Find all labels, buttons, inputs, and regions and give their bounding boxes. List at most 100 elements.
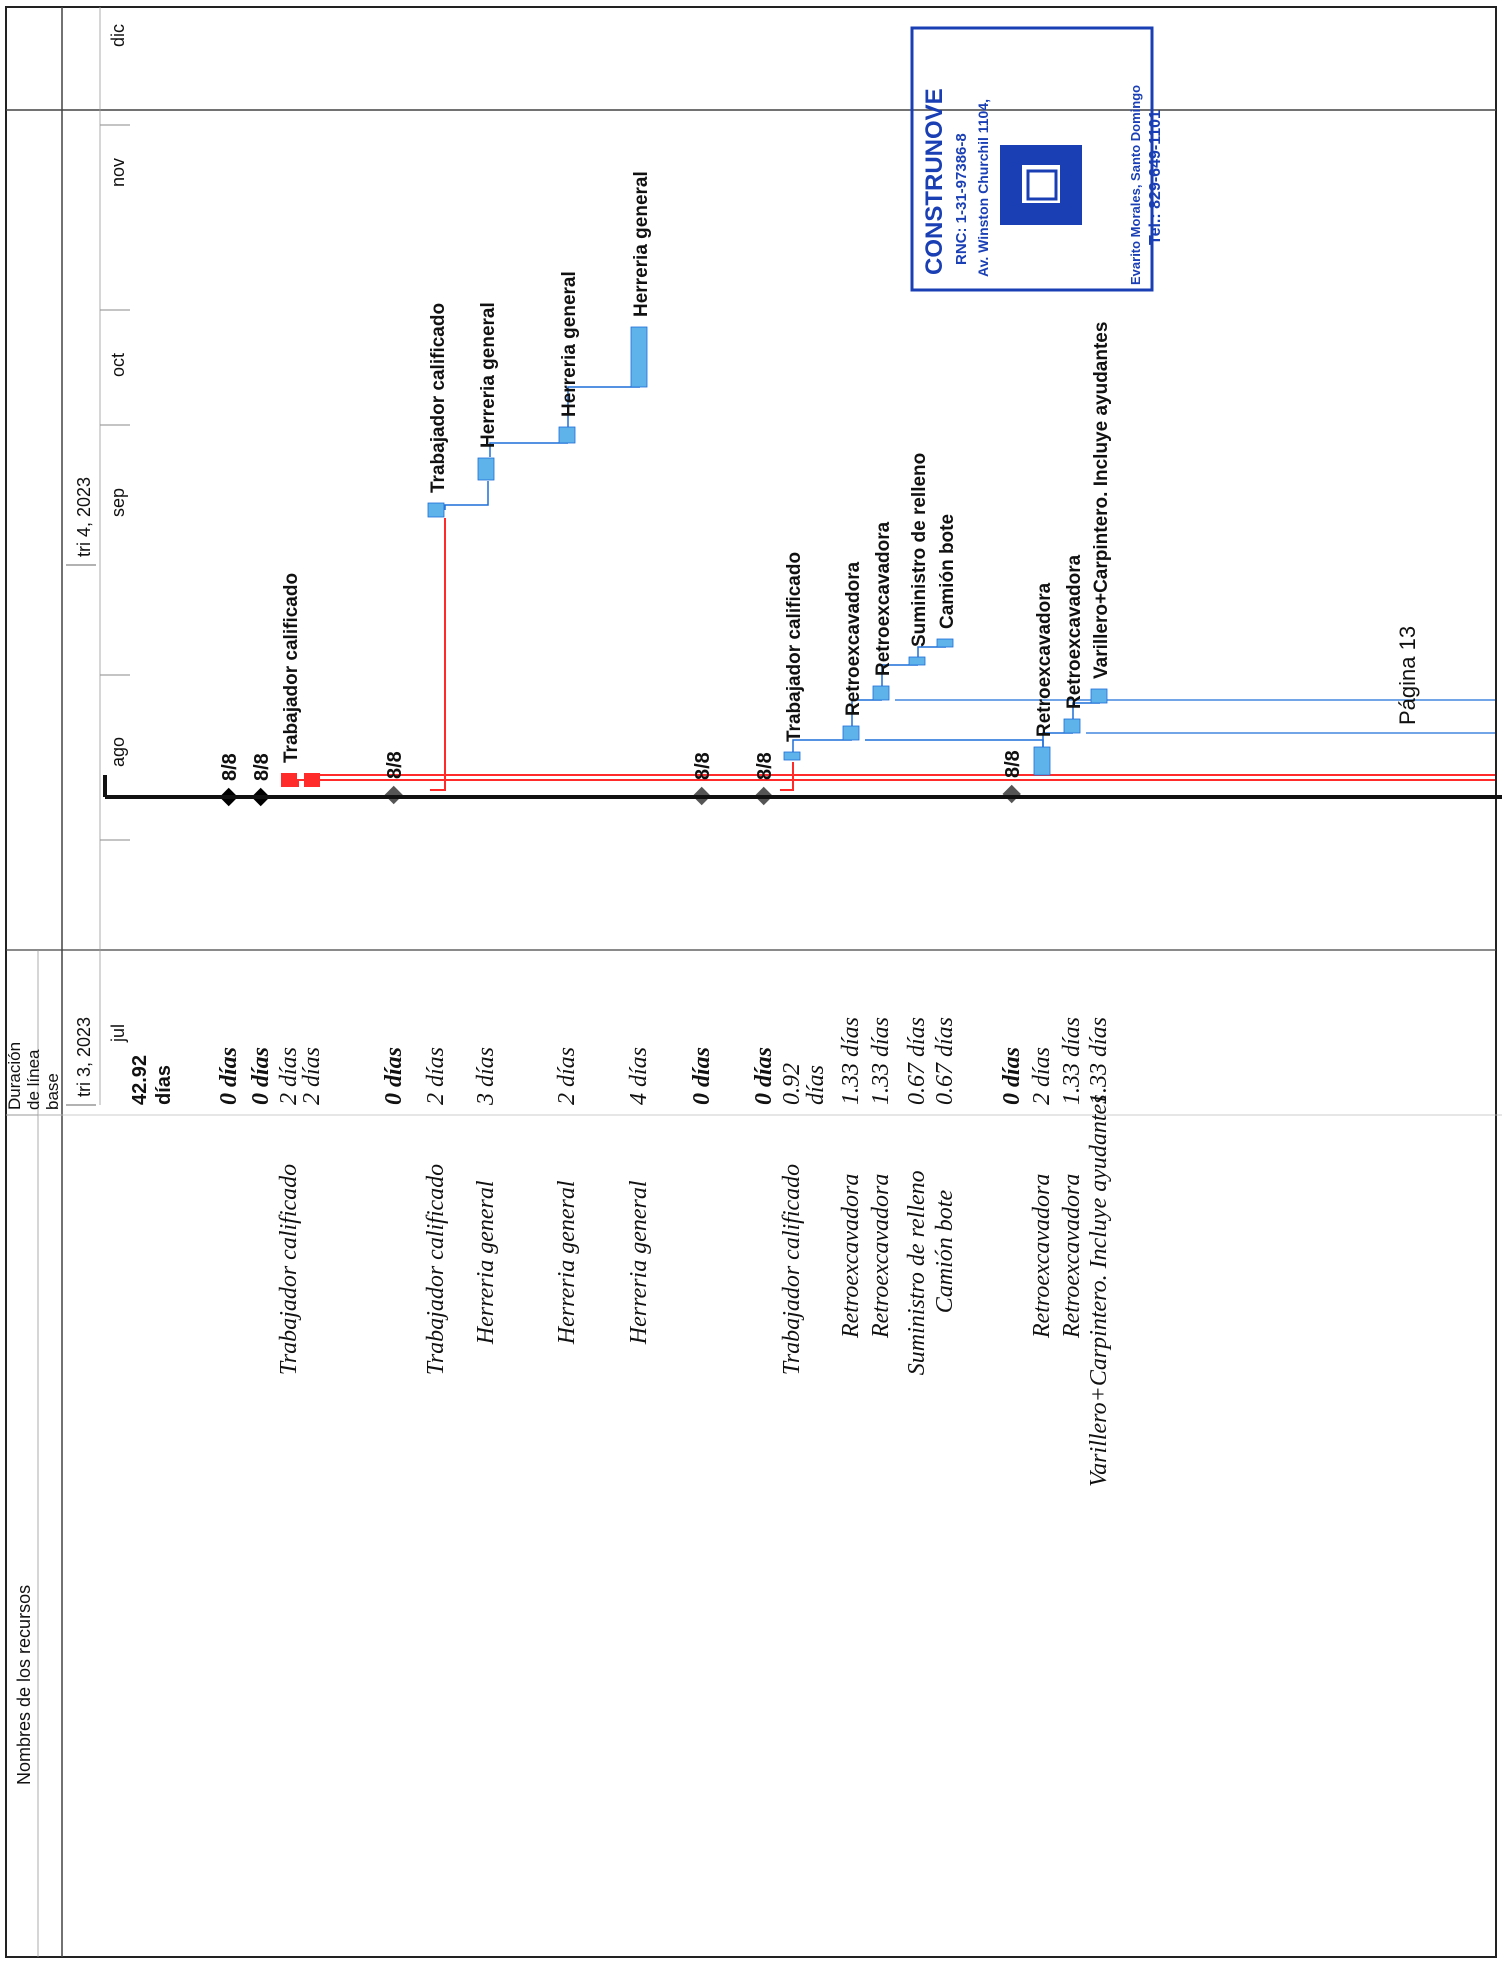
milestone-diamond	[1002, 784, 1021, 804]
milestone-date-label: 8/8	[384, 751, 406, 779]
resource-name: Herreria general	[473, 1180, 499, 1345]
task-resource-label: Herreria general	[631, 171, 652, 317]
task-resource-label: Retroexcavadora	[843, 561, 864, 716]
milestone-date-label: 8/8	[1002, 750, 1024, 778]
task-link	[489, 442, 568, 457]
timescale: tri 3, 2023 tri 4, 2023 jul ago sep oct nov dic	[66, 7, 130, 1106]
month-label-ago: ago	[108, 737, 128, 767]
stamp-tel: Tel.: 829-649-1101	[1147, 110, 1164, 245]
milestone-date-label: 8/8	[754, 752, 776, 780]
task-resource-label: Suministro de relleno	[909, 453, 930, 647]
baseline-duration: 0.67 días	[904, 1017, 930, 1105]
task-bar	[630, 326, 648, 388]
baseline-duration: 42.92	[129, 1055, 151, 1105]
task-bar	[908, 656, 926, 666]
summary-bar	[103, 775, 1502, 799]
page-number: Página 13	[1395, 626, 1420, 725]
stamp-address-2: Evarito Morales, Santo Domingo	[1128, 85, 1143, 285]
resource-name: Herreria general	[554, 1180, 580, 1345]
resource-name: Trabajador calificado	[779, 1164, 805, 1375]
resource-name: Varillero+Carpintero. Incluye ayudantes	[1086, 1094, 1112, 1486]
task-link	[1042, 732, 1073, 747]
company-stamp: Tel.: 829-649-1101 CONSTRUNOVE RNC: 1-31…	[910, 26, 1164, 292]
stamp-company: CONSTRUNOVE	[921, 88, 948, 275]
resource-name: Retroexcavadora	[1059, 1174, 1085, 1339]
resource-name: Trabajador calificado	[423, 1164, 449, 1375]
stamp-address-1: Av. Winston Churchil 1104,	[975, 99, 991, 277]
task-resource-label: Retroexcavadora	[1034, 582, 1055, 737]
month-label-nov: nov	[108, 158, 128, 187]
resource-name: Camión bote	[932, 1190, 958, 1314]
task-resource-label: Trabajador calificado	[428, 303, 449, 493]
baseline-duration: 0 días	[216, 1047, 242, 1105]
baseline-duration: 0.67 días	[932, 1017, 958, 1105]
baseline-duration: 2 días	[423, 1047, 449, 1105]
resource-name: Retroexcavadora	[868, 1174, 894, 1339]
baseline-duration: 0 días	[999, 1047, 1025, 1105]
task-bar	[281, 773, 297, 787]
baseline-duration: 1.33 días	[1059, 1017, 1085, 1105]
baseline-duration: 0 días	[248, 1047, 274, 1105]
dependency-links	[297, 386, 1495, 791]
task-link	[792, 739, 852, 753]
baseline-duration: 2 días	[299, 1047, 325, 1105]
task-link	[444, 481, 489, 510]
task-bar	[477, 457, 495, 481]
baseline-duration: 2 días	[276, 1047, 302, 1105]
critical-link	[430, 518, 446, 791]
baseline-duration: 1.33 días	[1086, 1017, 1112, 1105]
stamp-border	[910, 26, 1154, 292]
task-bar	[1033, 746, 1051, 776]
baseline-duration: 2 días	[1029, 1047, 1055, 1105]
construnove-logo	[1000, 145, 1082, 225]
quarter-label: tri 3, 2023	[74, 1017, 94, 1097]
task-resource-label: Trabajador calificado	[281, 573, 302, 763]
resource-name: Trabajador calificado	[276, 1164, 302, 1375]
task-bar	[936, 638, 954, 648]
critical-link	[780, 762, 794, 791]
baseline-duration: 1.33 días	[838, 1017, 864, 1105]
task-bar	[783, 751, 801, 761]
task-resource-label: Retroexcavadora	[873, 521, 894, 676]
task-resource-label: Trabajador calificado	[784, 552, 805, 742]
page-frame	[5, 6, 1497, 1958]
baseline-duration: 4 días	[626, 1047, 652, 1105]
task-link	[881, 664, 918, 686]
quarter-label: tri 4, 2023	[74, 477, 94, 557]
baseline-duration: 2 días	[554, 1047, 580, 1105]
milestone-date-label: 8/8	[219, 753, 241, 781]
resources-column-header: Nombres de los recursos	[14, 1585, 34, 1785]
baseline-duration-header-2: de línea	[24, 1049, 43, 1110]
baseline-duration: 0 días	[381, 1047, 407, 1105]
baseline-duration: días	[803, 1065, 829, 1105]
baseline-duration: 3 días	[473, 1047, 499, 1106]
milestone-date-label: 8/8	[692, 752, 714, 780]
task-resource-label: Herreria general	[559, 271, 580, 417]
task-bar	[427, 502, 445, 518]
baseline-duration: 0.92	[779, 1063, 805, 1105]
month-label-jul: jul	[108, 1024, 128, 1043]
milestone-date-label: 8/8	[251, 753, 273, 781]
month-label-sep: sep	[108, 488, 128, 517]
task-resource-label: Varillero+Carpintero. Incluye ayudantes	[1091, 322, 1112, 679]
task-bar	[304, 773, 320, 787]
baseline-duration: días	[153, 1065, 175, 1105]
baseline-duration: 1.33 días	[868, 1017, 894, 1105]
month-label-dic: dic	[108, 24, 128, 47]
task-bar	[558, 426, 576, 444]
resource-name: Retroexcavadora	[1029, 1174, 1055, 1339]
resource-name: Herreria general	[626, 1180, 652, 1345]
task-resource-label: Herreria general	[478, 302, 499, 448]
baseline-duration-header-3: base	[43, 1073, 62, 1110]
task-link	[917, 646, 946, 657]
task-link	[567, 386, 640, 427]
baseline-duration: 0 días	[689, 1047, 715, 1105]
task-bar	[842, 725, 860, 741]
stamp-rnc: RNC: 1-31-97386-8	[953, 133, 970, 265]
baseline-duration: 0 días	[751, 1047, 777, 1105]
month-label-oct: oct	[108, 353, 128, 377]
resource-name: Retroexcavadora	[838, 1174, 864, 1339]
